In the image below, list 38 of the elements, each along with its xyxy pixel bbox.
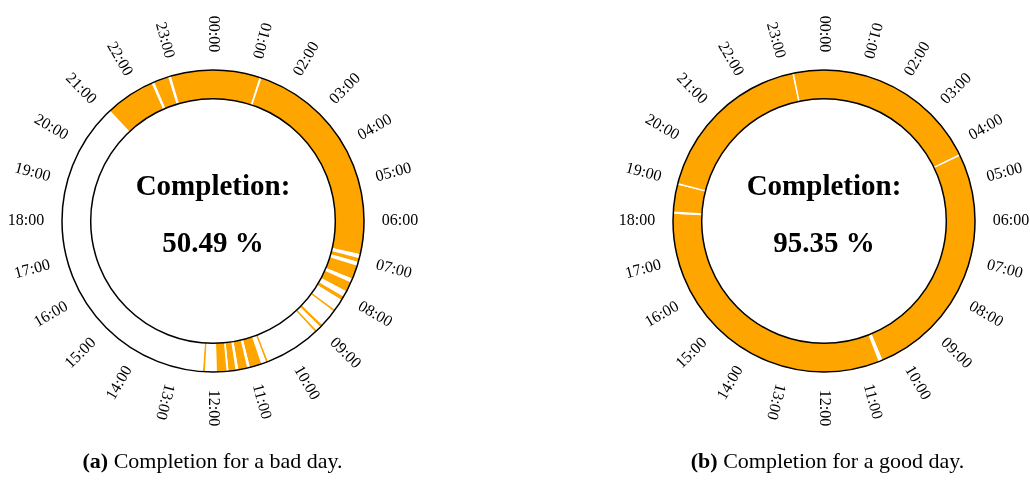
text: 06:00 [992, 211, 1030, 229]
text: 18:00 [618, 211, 656, 229]
text: 01:00 [249, 20, 276, 61]
text: 23:00 [152, 20, 179, 60]
text: 16:00 [641, 296, 682, 330]
text: 20:00 [31, 109, 72, 143]
text: 01:00 [860, 20, 887, 61]
text: (b) Completion for a good day. [690, 448, 965, 473]
text: 07:00 [985, 255, 1025, 282]
text: 00:00 [816, 15, 834, 53]
text: 06:00 [381, 211, 419, 229]
text: 18:00 [7, 211, 45, 229]
text: 50.49 % [162, 226, 264, 259]
text: 11:00 [249, 381, 276, 421]
text: 08:00 [966, 296, 1007, 330]
text: 17:00 [623, 255, 663, 282]
text: 19:00 [12, 158, 53, 185]
text: Completion: [135, 169, 291, 202]
text: 00:00 [205, 15, 223, 53]
text: 08:00 [355, 296, 396, 330]
text: 07:00 [374, 255, 414, 282]
text: 13:00 [152, 382, 179, 422]
text: 13:00 [763, 382, 790, 422]
text: 20:00 [642, 109, 683, 143]
text: 05:00 [984, 158, 1025, 185]
text: 17:00 [12, 255, 52, 282]
text: 04:00 [965, 109, 1006, 143]
text: 12:00 [816, 389, 834, 427]
text: 12:00 [205, 389, 223, 427]
text: 16:00 [30, 296, 71, 330]
text: 19:00 [623, 158, 664, 185]
text: Completion: [746, 169, 902, 202]
text: (a) Completion for a bad day. [82, 448, 343, 473]
text: 04:00 [354, 109, 395, 143]
text: 23:00 [763, 20, 790, 60]
text: 95.35 % [773, 226, 875, 259]
text: 05:00 [373, 158, 414, 185]
text: 11:00 [860, 381, 887, 421]
